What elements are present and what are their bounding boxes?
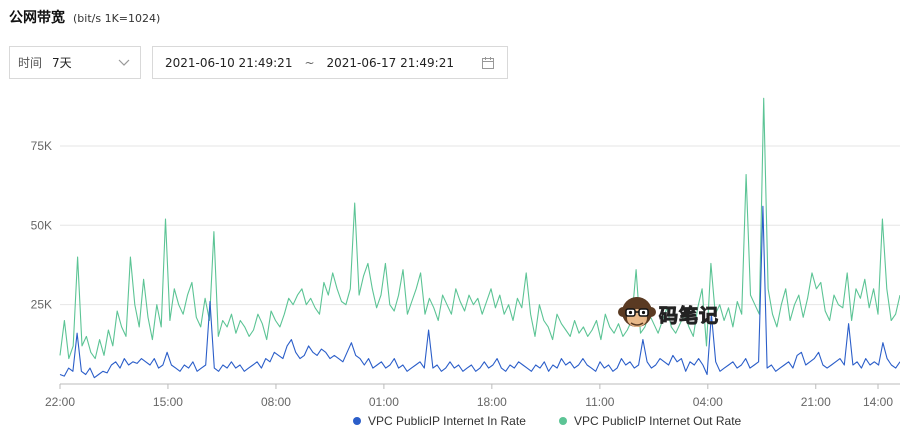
x-tick-label: 22:00 xyxy=(45,395,75,409)
page-title: 公网带宽 xyxy=(9,10,65,26)
series-line-out-rate xyxy=(59,97,900,360)
date-range-picker[interactable]: 2021-06-10 21:49:21 ~ 2021-06-17 21:49:2… xyxy=(152,46,508,79)
time-value: 7天 xyxy=(52,56,72,70)
x-tick-label: 18:00 xyxy=(477,395,507,409)
series-line-in-rate xyxy=(59,205,900,379)
time-range-select[interactable]: 时间 7天 xyxy=(9,46,141,79)
x-tick-label: 01:00 xyxy=(369,395,399,409)
x-tick-label: 04:00 xyxy=(693,395,723,409)
watermark-text: 码笔记 xyxy=(658,304,720,327)
y-tick-label: 50K xyxy=(31,218,52,232)
legend-marker-out[interactable] xyxy=(559,417,567,425)
x-tick-label: 15:00 xyxy=(153,395,183,409)
monkey-logo-icon xyxy=(618,297,656,327)
range-separator: ~ xyxy=(304,55,315,70)
calendar-icon[interactable] xyxy=(481,56,495,70)
chevron-down-icon xyxy=(118,59,130,66)
legend-label-out[interactable]: VPC PublicIP Internet Out Rate xyxy=(574,414,742,428)
x-tick-label: 08:00 xyxy=(261,395,291,409)
unit-note: (bit/s 1K=1024) xyxy=(73,12,161,25)
range-start: 2021-06-10 21:49:21 xyxy=(165,55,293,70)
x-tick-label: 21:00 xyxy=(801,395,831,409)
x-tick-label: 14:00 xyxy=(863,395,893,409)
y-tick-label: 25K xyxy=(31,298,52,312)
range-end: 2021-06-17 21:49:21 xyxy=(326,55,454,70)
legend-marker-in[interactable] xyxy=(353,417,361,425)
time-label: 时间 xyxy=(18,56,43,70)
y-tick-label: 75K xyxy=(31,139,52,153)
header: 公网带宽 (bit/s 1K=1024) xyxy=(9,7,160,27)
x-tick-label: 11:00 xyxy=(585,395,614,409)
watermark: 码笔记 xyxy=(617,294,719,334)
legend-label-in[interactable]: VPC PublicIP Internet In Rate xyxy=(368,414,526,428)
